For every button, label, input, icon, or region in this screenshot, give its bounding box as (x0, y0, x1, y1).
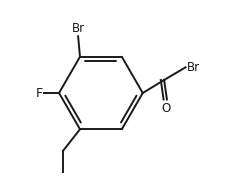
Text: Br: Br (187, 61, 200, 74)
Text: O: O (161, 102, 171, 115)
Text: F: F (36, 86, 43, 100)
Text: Br: Br (71, 22, 85, 35)
